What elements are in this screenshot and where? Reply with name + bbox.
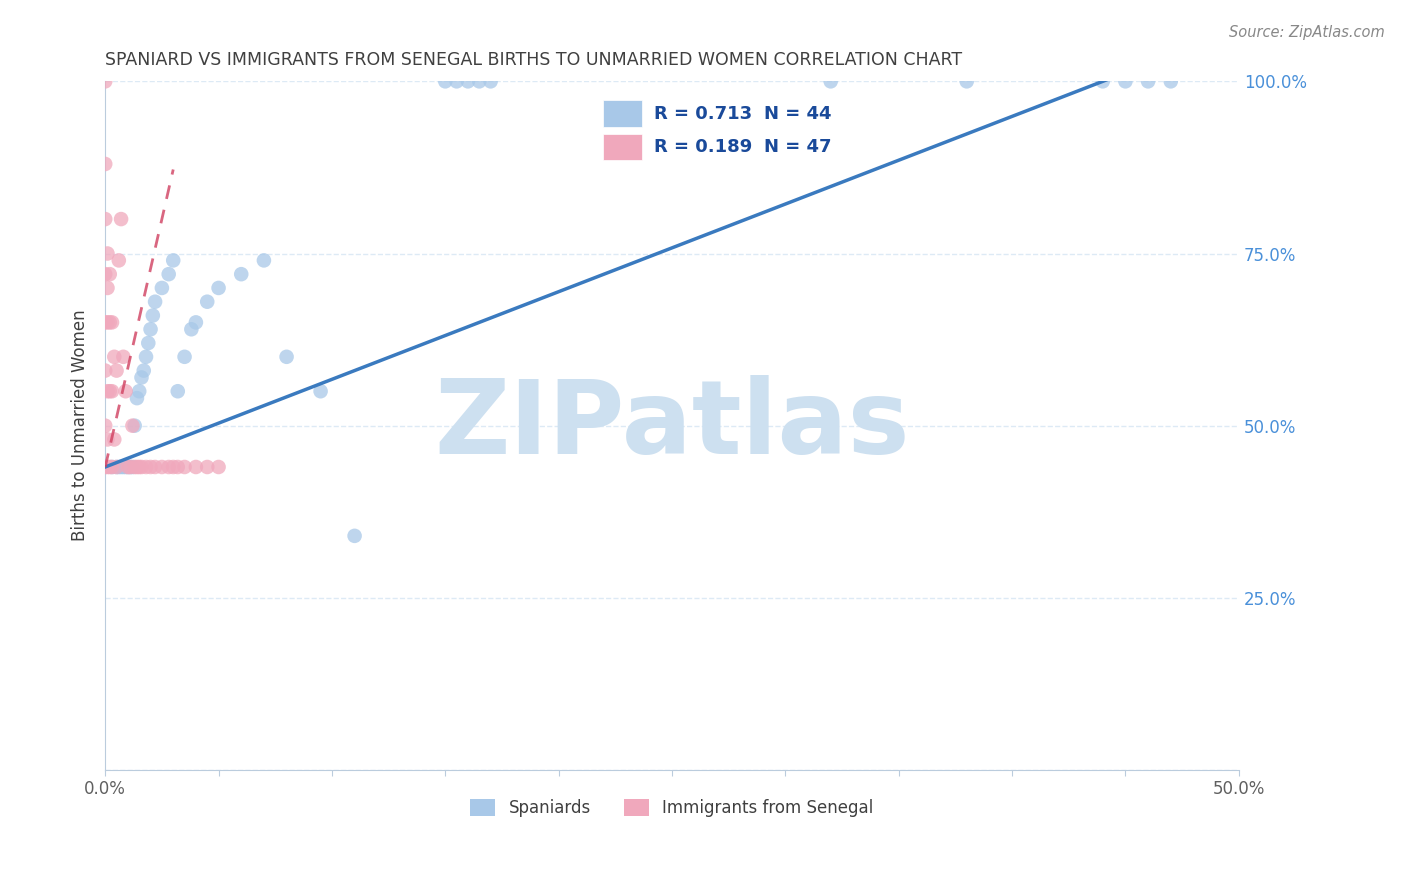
Point xyxy=(103,433,125,447)
Point xyxy=(135,460,157,475)
Point xyxy=(162,460,184,475)
Point xyxy=(94,315,117,329)
Y-axis label: Births to Unmarried Women: Births to Unmarried Women xyxy=(72,310,89,541)
Point xyxy=(173,460,195,475)
Point xyxy=(446,74,468,88)
Point xyxy=(253,253,276,268)
Point xyxy=(184,460,207,475)
Point xyxy=(103,350,125,364)
Point xyxy=(166,460,188,475)
Point xyxy=(114,384,136,399)
Point xyxy=(101,460,124,475)
Point xyxy=(105,460,128,475)
Point xyxy=(173,350,195,364)
Point xyxy=(207,281,229,295)
Point xyxy=(96,246,118,260)
Point xyxy=(139,460,162,475)
Point xyxy=(117,460,139,475)
Point xyxy=(112,350,135,364)
Point xyxy=(276,350,298,364)
Point xyxy=(820,74,842,88)
Point xyxy=(94,74,117,88)
Point xyxy=(94,363,117,377)
Point xyxy=(309,384,332,399)
Point xyxy=(120,460,142,475)
Point xyxy=(94,157,117,171)
Point xyxy=(135,350,157,364)
Point xyxy=(117,460,139,475)
Point xyxy=(120,460,142,475)
Point xyxy=(124,460,146,475)
Point xyxy=(98,267,121,281)
Point xyxy=(434,74,457,88)
Point xyxy=(1091,74,1114,88)
Point xyxy=(343,529,366,543)
Point xyxy=(98,315,121,329)
Point xyxy=(94,418,117,433)
Point xyxy=(180,322,202,336)
Point xyxy=(121,418,143,433)
Point xyxy=(96,281,118,295)
Point xyxy=(131,460,153,475)
Legend: Spaniards, Immigrants from Senegal: Spaniards, Immigrants from Senegal xyxy=(464,792,880,823)
Point xyxy=(142,309,165,323)
Point xyxy=(108,460,131,475)
Point xyxy=(125,391,148,405)
Point xyxy=(105,460,128,475)
Point xyxy=(131,370,153,384)
Point xyxy=(150,281,173,295)
Point xyxy=(94,267,117,281)
Point xyxy=(110,460,132,475)
Point xyxy=(468,74,491,88)
Point xyxy=(157,460,180,475)
Point xyxy=(101,315,124,329)
Point xyxy=(136,336,159,351)
Point xyxy=(98,384,121,399)
Point xyxy=(956,74,979,88)
Point xyxy=(231,267,253,281)
Point xyxy=(162,253,184,268)
Point xyxy=(150,460,173,475)
Point xyxy=(108,253,131,268)
Point xyxy=(132,363,155,377)
Point xyxy=(110,212,132,227)
Point xyxy=(94,212,117,227)
Text: ZIPatlas: ZIPatlas xyxy=(434,376,910,476)
Point xyxy=(112,460,135,475)
Point xyxy=(96,384,118,399)
Point xyxy=(101,384,124,399)
Point xyxy=(128,460,150,475)
Point xyxy=(166,384,188,399)
Point xyxy=(94,460,117,475)
Text: Source: ZipAtlas.com: Source: ZipAtlas.com xyxy=(1229,25,1385,40)
Point xyxy=(114,460,136,475)
Point xyxy=(143,460,166,475)
Point xyxy=(128,384,150,399)
Point xyxy=(124,418,146,433)
Point xyxy=(184,315,207,329)
Point xyxy=(96,433,118,447)
Point xyxy=(1114,74,1136,88)
Point xyxy=(479,74,502,88)
Point xyxy=(105,363,128,377)
Point xyxy=(96,315,118,329)
Point xyxy=(457,74,479,88)
Point xyxy=(1160,74,1182,88)
Point xyxy=(143,294,166,309)
Point xyxy=(101,460,124,475)
Point xyxy=(207,460,229,475)
Point xyxy=(195,294,218,309)
Point xyxy=(98,460,121,475)
Point xyxy=(96,460,118,475)
Point xyxy=(157,267,180,281)
Point xyxy=(139,322,162,336)
Text: SPANIARD VS IMMIGRANTS FROM SENEGAL BIRTHS TO UNMARRIED WOMEN CORRELATION CHART: SPANIARD VS IMMIGRANTS FROM SENEGAL BIRT… xyxy=(105,51,962,69)
Point xyxy=(121,460,143,475)
Point xyxy=(195,460,218,475)
Point xyxy=(125,460,148,475)
Point xyxy=(1137,74,1160,88)
